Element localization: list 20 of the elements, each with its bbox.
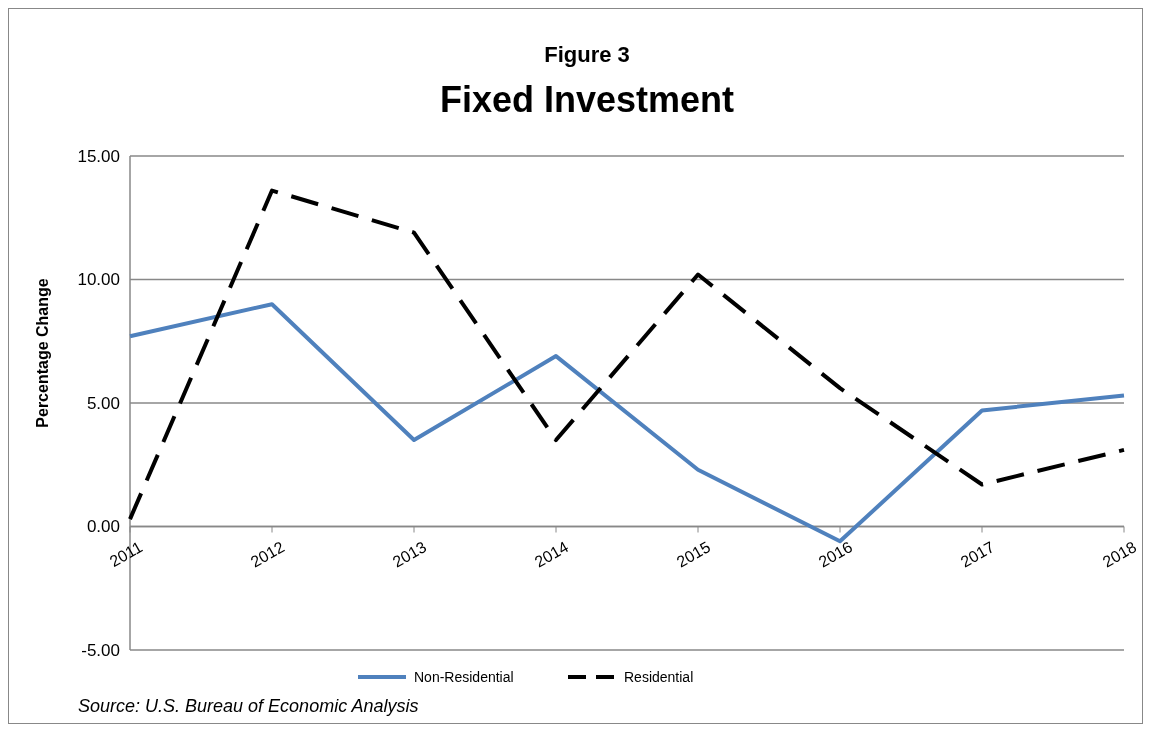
x-tick-label: 2018 <box>1099 538 1140 571</box>
legend-label: Residential <box>624 668 694 685</box>
x-tick-label: 2013 <box>389 538 430 571</box>
chart-subtitle: Figure 3 <box>544 42 630 67</box>
y-tick-label: -5.00 <box>81 640 120 660</box>
y-tick-label: 10.00 <box>77 270 120 290</box>
x-tick-label: 2017 <box>957 538 998 571</box>
line-series <box>128 188 1126 522</box>
legend-label: Non-Residential <box>414 668 514 685</box>
y-tick-label: 5.00 <box>86 393 120 413</box>
x-tick-label: 2014 <box>531 538 572 571</box>
source-note: Source: U.S. Bureau of Economic Analysis <box>78 696 419 716</box>
y-axis-title: Percentage Change <box>34 278 51 428</box>
x-tick-label: 2016 <box>815 538 856 571</box>
chart-title: Fixed Investment <box>439 79 735 120</box>
x-tick-label: 2012 <box>247 538 288 571</box>
y-tick-label: 0.00 <box>86 517 120 537</box>
y-tick-label: 15.00 <box>77 146 120 166</box>
x-tick-label: 2015 <box>673 538 714 571</box>
x-tick-label: 2011 <box>106 538 146 570</box>
